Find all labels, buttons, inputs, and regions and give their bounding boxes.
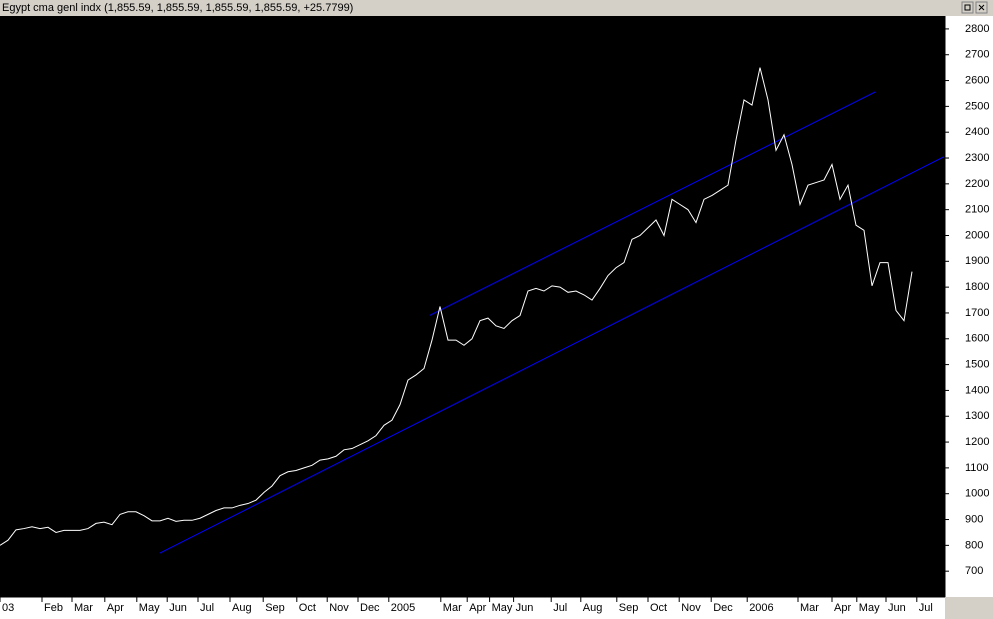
chart-title: Egypt cma genl indx (1,855.59, 1,855.59,… (2, 2, 353, 14)
y-tick-label: 1300 (965, 410, 989, 422)
x-tick-label: Mar (800, 602, 819, 614)
y-tick-label: 1600 (965, 333, 989, 345)
trend-line (159, 156, 945, 554)
x-tick-label: Nov (681, 602, 701, 614)
x-tick-label: Dec (360, 602, 380, 614)
plot-area (0, 16, 945, 597)
x-tick-label: Aug (232, 602, 252, 614)
x-tick-label: Sep (619, 602, 639, 614)
x-tick-label: Nov (329, 602, 349, 614)
y-tick-label: 1000 (965, 488, 989, 500)
x-tick-label: Jul (919, 602, 933, 614)
x-tick-label: Jul (553, 602, 567, 614)
y-tick-label: 1400 (965, 384, 989, 396)
restore-button[interactable] (961, 1, 974, 14)
trend-line (429, 91, 876, 316)
y-tick-label: 1200 (965, 436, 989, 448)
y-tick-label: 2200 (965, 178, 989, 190)
x-tick-label: Jun (169, 602, 187, 614)
y-tick-label: 2500 (965, 100, 989, 112)
x-tick-label: Feb (44, 602, 63, 614)
y-tick-label: 800 (965, 539, 983, 551)
y-tick-label: 1500 (965, 359, 989, 371)
x-tick-label: Mar (74, 602, 93, 614)
x-tick-label: Apr (834, 602, 851, 614)
price-line (0, 67, 913, 546)
close-icon (978, 4, 985, 11)
x-tick-label: Sep (265, 602, 285, 614)
x-tick-label: Dec (713, 602, 733, 614)
x-tick-label: May (139, 602, 160, 614)
y-tick-label: 900 (965, 513, 983, 525)
y-tick-label: 2300 (965, 152, 989, 164)
x-tick-label: Jul (200, 602, 214, 614)
x-tick-label: 2005 (391, 602, 415, 614)
y-tick-label: 2000 (965, 229, 989, 241)
x-tick-label: Jun (516, 602, 534, 614)
corner (945, 597, 993, 619)
y-tick-label: 1900 (965, 255, 989, 267)
title-bar (0, 0, 993, 16)
x-tick-label: Aug (583, 602, 603, 614)
y-tick-label: 2700 (965, 49, 989, 61)
y-tick-label: 1100 (965, 462, 989, 474)
x-tick-label: May (492, 602, 513, 614)
x-tick-label: Mar (443, 602, 462, 614)
y-tick-label: 2100 (965, 204, 989, 216)
x-tick-label: May (859, 602, 880, 614)
y-tick-label: 2600 (965, 74, 989, 86)
x-tick-label: Apr (469, 602, 486, 614)
x-tick-label: Apr (107, 602, 124, 614)
x-tick-label: Oct (650, 602, 667, 614)
y-tick-label: 1800 (965, 281, 989, 293)
y-axis-panel (945, 16, 993, 597)
y-tick-label: 700 (965, 565, 983, 577)
y-tick-label: 2400 (965, 126, 989, 138)
x-tick-label: Oct (299, 602, 316, 614)
x-tick-label: 2006 (749, 602, 773, 614)
y-tick-label: 2800 (965, 23, 989, 35)
x-axis-panel (0, 597, 945, 619)
x-tick-label: Jun (888, 602, 906, 614)
restore-icon (964, 4, 971, 11)
y-tick-label: 1700 (965, 307, 989, 319)
x-tick-label: 03 (2, 602, 14, 614)
